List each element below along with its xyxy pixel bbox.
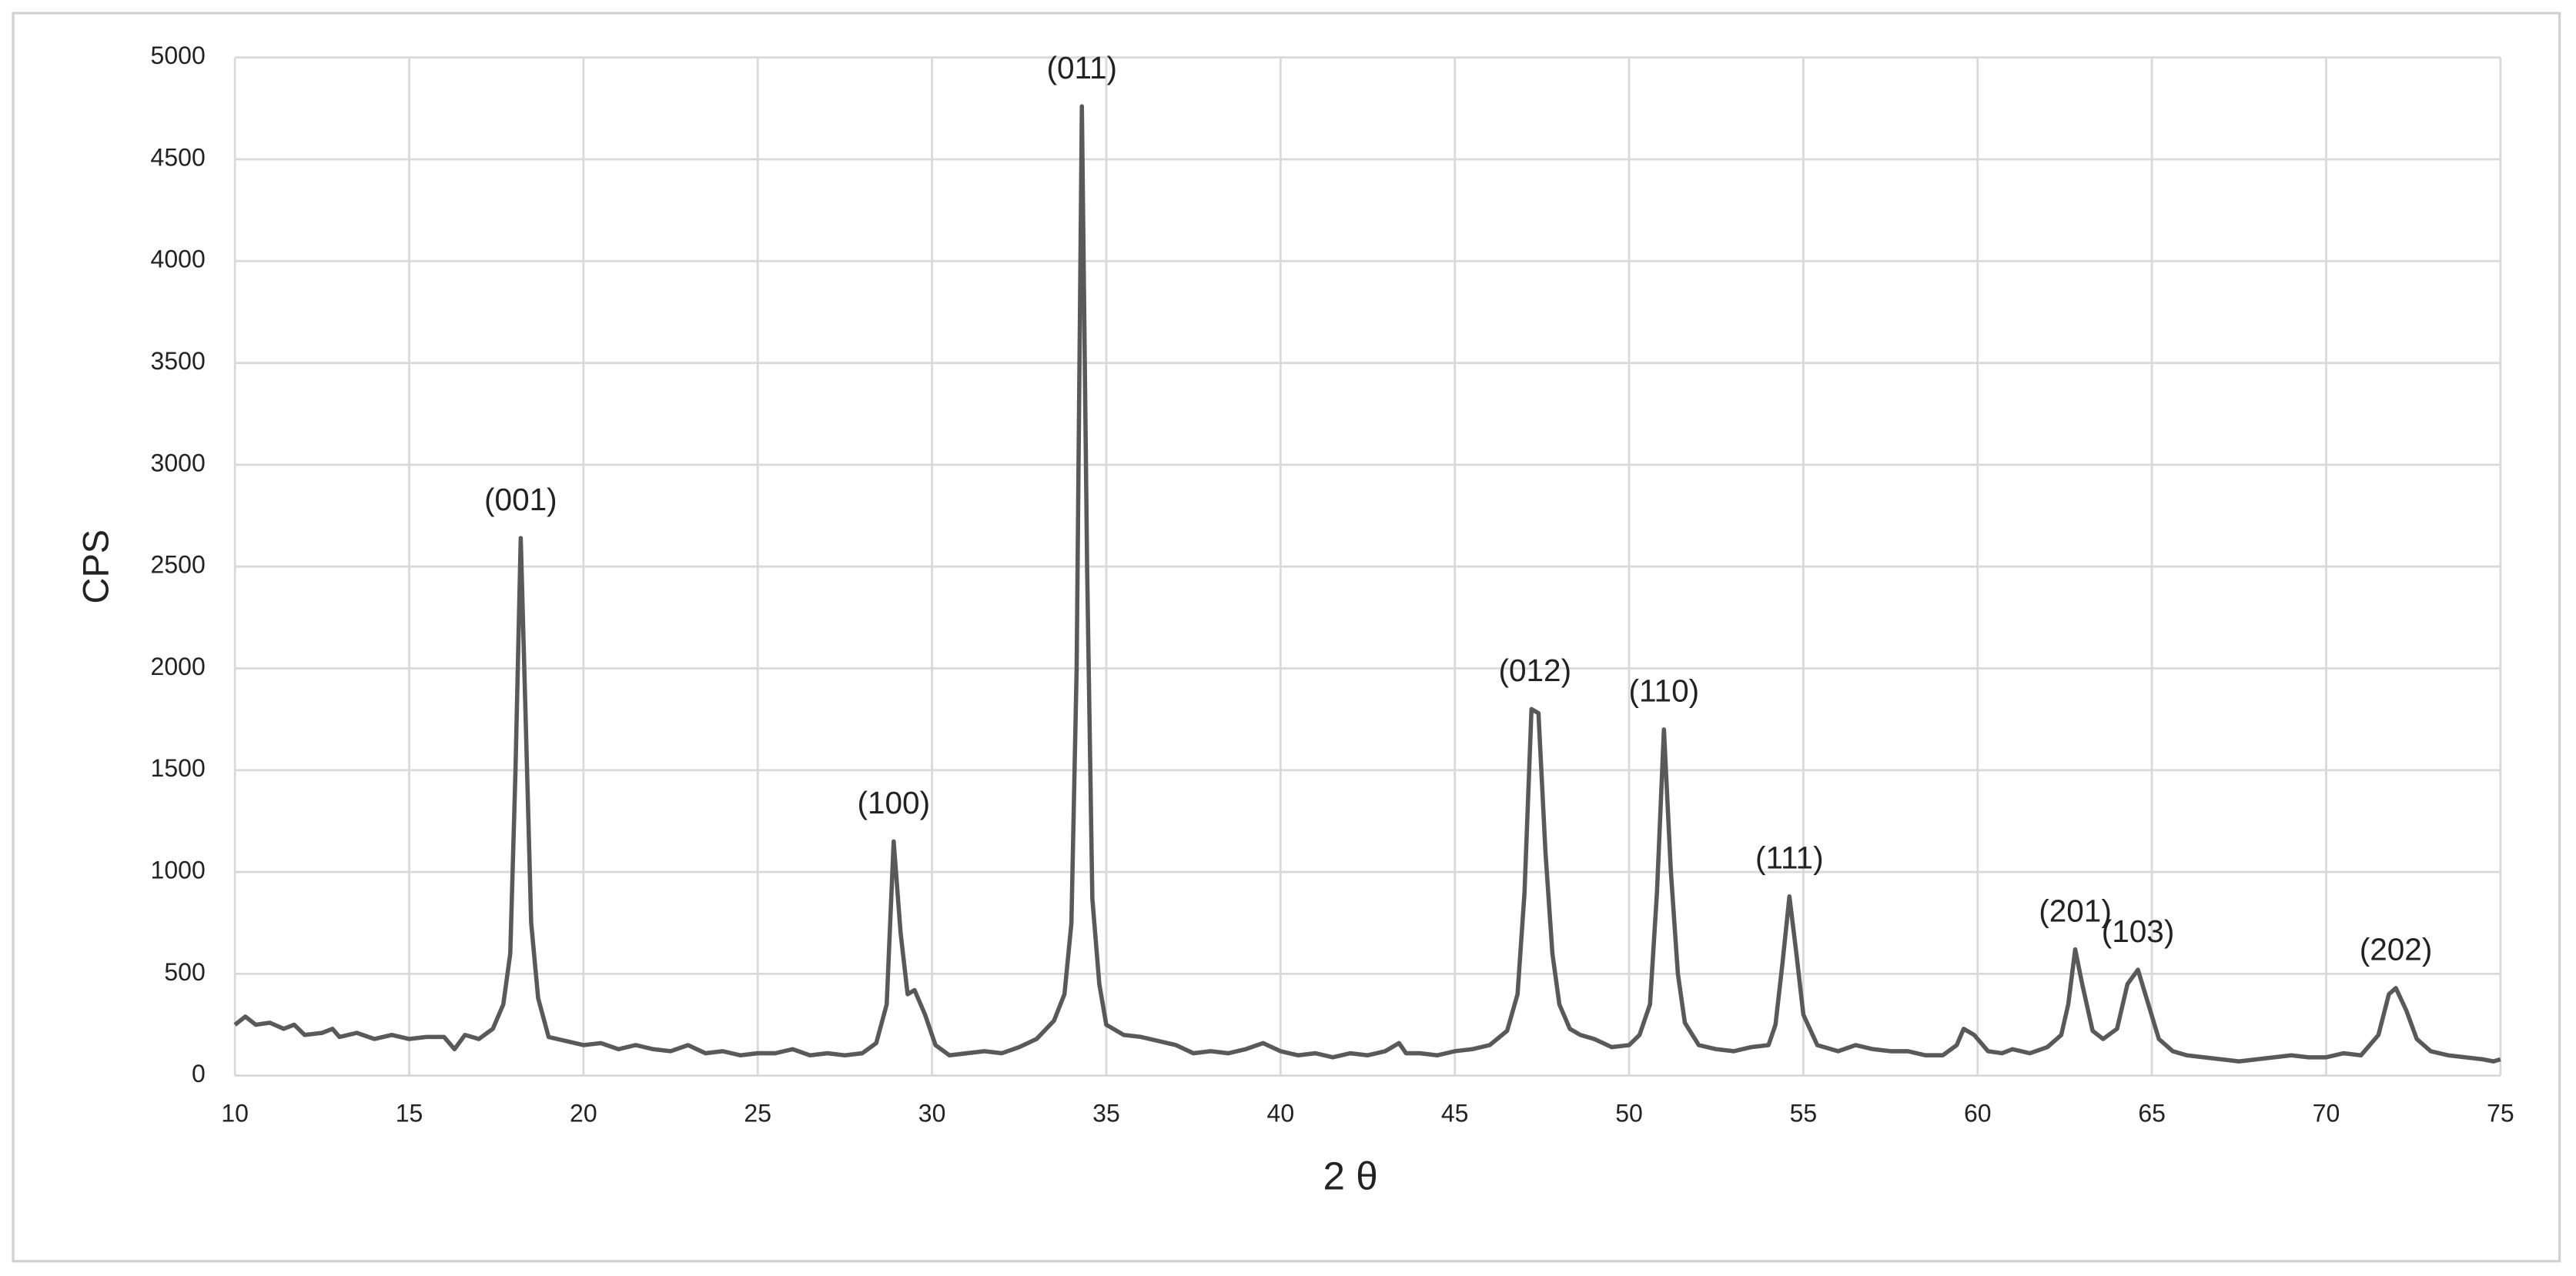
peak-label: (001) <box>484 482 557 517</box>
x-tick-label: 25 <box>744 1099 771 1127</box>
peak-label: (110) <box>1628 673 1699 709</box>
peak-label: (011) <box>1046 50 1117 85</box>
peak-label: (202) <box>2360 932 2433 967</box>
y-tick-label: 1000 <box>151 857 206 884</box>
x-tick-label: 45 <box>1441 1099 1469 1127</box>
y-tick-label: 3500 <box>151 347 206 375</box>
x-tick-label: 15 <box>396 1099 423 1127</box>
peak-label: (012) <box>1498 653 1571 688</box>
x-tick-label: 70 <box>2313 1099 2340 1127</box>
x-tick-label: 65 <box>2138 1099 2166 1127</box>
y-tick-label: 2000 <box>151 653 206 680</box>
y-tick-label: 1500 <box>151 754 206 782</box>
y-tick-label: 500 <box>164 958 205 986</box>
data-line <box>233 104 2501 1064</box>
y-axis-label: CPS <box>75 529 115 604</box>
y-tick-label: 4000 <box>151 246 206 273</box>
y-tick-label: 0 <box>192 1060 206 1087</box>
x-tick-label: 30 <box>918 1099 946 1127</box>
x-tick-label: 40 <box>1267 1099 1295 1127</box>
y-tick-label: 3000 <box>151 449 206 476</box>
chart-border <box>12 12 2561 1263</box>
x-tick-label: 10 <box>221 1099 249 1127</box>
x-tick-label: 35 <box>1092 1099 1120 1127</box>
peak-label: (111) <box>1755 840 1824 876</box>
y-tick-label: 2500 <box>151 551 206 579</box>
peak-label: (103) <box>2102 914 2175 949</box>
peak-label: (201) <box>2039 893 2112 928</box>
x-tick-label: 50 <box>1615 1099 1643 1127</box>
x-tick-label: 20 <box>570 1099 597 1127</box>
y-tick-label: 4500 <box>151 143 206 171</box>
peak-label: (100) <box>857 785 930 820</box>
x-tick-label: 75 <box>2487 1099 2514 1127</box>
x-axis-label: 2 θ <box>1323 1154 1377 1198</box>
y-tick-label: 5000 <box>151 42 206 69</box>
x-tick-label: 60 <box>1964 1099 1992 1127</box>
x-tick-label: 55 <box>1790 1099 1818 1127</box>
